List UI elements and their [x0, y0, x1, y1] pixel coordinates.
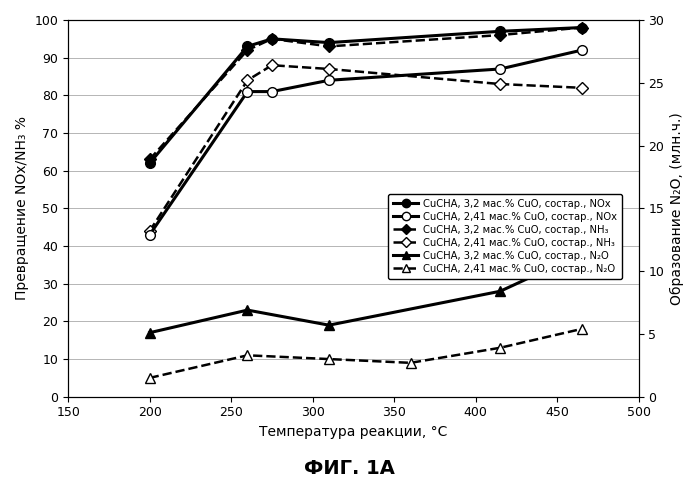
Y-axis label: Образование N₂O, (млн.ч.): Образование N₂O, (млн.ч.) [670, 112, 684, 305]
Y-axis label: Превращение NOx/NH₃ %: Превращение NOx/NH₃ % [15, 116, 29, 300]
X-axis label: Температура реакции, °C: Температура реакции, °C [259, 425, 447, 439]
Text: ФИГ. 1А: ФИГ. 1А [304, 459, 395, 478]
Legend: CuCHA, 3,2 мас.% CuO, состар., NOx, CuCHA, 2,41 мас.% CuO, состар., NOx, CuCHA, : CuCHA, 3,2 мас.% CuO, состар., NOx, CuCH… [389, 194, 622, 279]
